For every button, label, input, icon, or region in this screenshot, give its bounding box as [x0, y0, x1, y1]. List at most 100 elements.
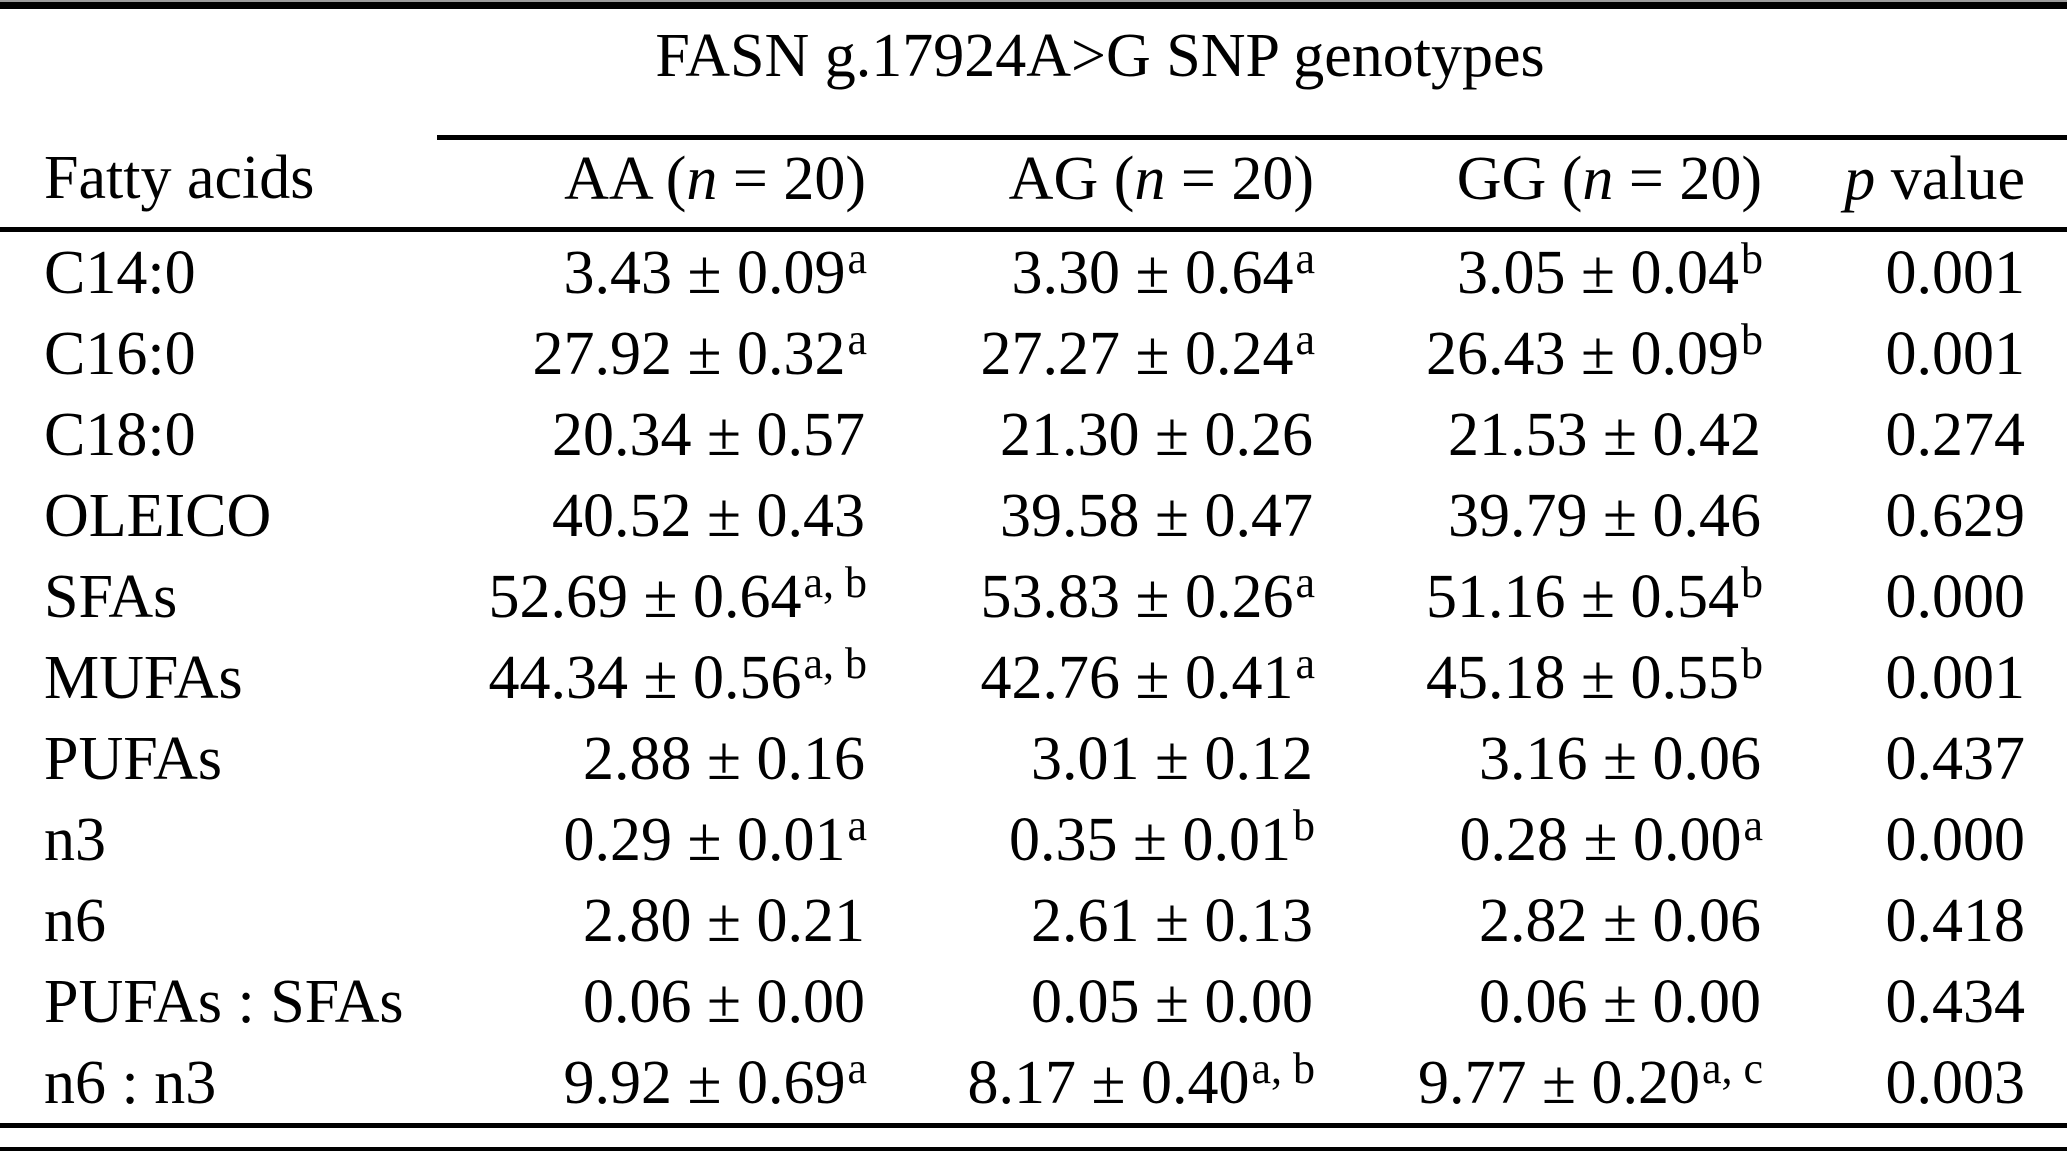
column-header-p-post: value [1875, 145, 2026, 213]
aa-value: 40.52 ± 0.43 [551, 481, 865, 550]
aa-value: 2.80 ± 0.21 [582, 886, 865, 955]
column-header-aa-post: = 20) [717, 145, 866, 213]
aa-value: 52.69 ± 0.64 [488, 562, 802, 631]
fatty-acid-label: n6 : n3 [44, 1048, 217, 1117]
fatty-acid-cell: n3 [0, 799, 437, 880]
column-header-aa-pre: AA ( [564, 145, 687, 213]
aa-superscript: a [847, 1043, 867, 1093]
column-header-gg-post: = 20) [1613, 145, 1763, 213]
gg-value: 45.18 ± 0.55 [1426, 643, 1740, 712]
ag-value: 3.30 ± 0.64 [1011, 238, 1294, 307]
ag-value: 0.05 ± 0.00 [1030, 967, 1313, 1036]
table-row: C14:0 3.43 ± 0.09a 3.30 ± 0.64a 3.05 ± 0… [0, 230, 2067, 314]
ag-value-cell: 27.27 ± 0.24a [867, 313, 1315, 394]
column-header-gg: GG (n = 20) [1315, 137, 1764, 232]
p-value-cell: 0.434 [1763, 961, 2067, 1042]
ag-superscript: a [1295, 314, 1315, 364]
gg-value: 21.53 ± 0.42 [1448, 400, 1762, 469]
gg-value: 26.43 ± 0.09 [1426, 319, 1740, 388]
ag-superscript: a [1295, 233, 1315, 283]
aa-value: 20.34 ± 0.57 [551, 400, 865, 469]
table-row: n3 0.29 ± 0.01a 0.35 ± 0.01b 0.28 ± 0.00… [0, 799, 2067, 880]
p-value-cell: 0.418 [1763, 880, 2067, 961]
ag-value-cell: 0.35 ± 0.01b [867, 799, 1315, 880]
column-header-gg-pre: GG ( [1456, 145, 1583, 213]
gg-value: 0.28 ± 0.00 [1459, 805, 1742, 874]
table-row: PUFAs 2.88 ± 0.16 3.01 ± 0.12 3.16 ± 0.0… [0, 718, 2067, 799]
p-value: 0.437 [1885, 724, 2026, 793]
fatty-acid-cell: n6 [0, 880, 437, 961]
fatty-acid-label: PUFAs : SFAs [44, 967, 404, 1036]
ag-value-cell: 3.30 ± 0.64a [867, 230, 1315, 314]
ag-superscript: b [1293, 800, 1315, 850]
ag-superscript: a, b [1251, 1043, 1315, 1093]
fatty-acid-label: C18:0 [44, 400, 196, 469]
fatty-acids-genotype-table: FASN g.17924A>G SNP genotypes Fatty acid… [0, 2, 2067, 1128]
ag-value-cell: 42.76 ± 0.41a [867, 637, 1315, 718]
aa-superscript: a [847, 233, 867, 283]
gg-value: 9.77 ± 0.20 [1417, 1048, 1700, 1117]
aa-value-cell: 3.43 ± 0.09a [437, 230, 867, 314]
gg-superscript: a, c [1701, 1043, 1764, 1093]
aa-value: 27.92 ± 0.32 [532, 319, 846, 388]
aa-value-cell: 9.92 ± 0.69a [437, 1042, 867, 1126]
ag-value-cell: 8.17 ± 0.40a, b [867, 1042, 1315, 1126]
p-value: 0.000 [1885, 805, 2026, 874]
p-value: 0.629 [1885, 481, 2026, 550]
ag-value-cell: 2.61 ± 0.13 [867, 880, 1315, 961]
p-value-cell: 0.000 [1763, 799, 2067, 880]
ag-value-cell: 39.58 ± 0.47 [867, 475, 1315, 556]
aa-value-cell: 27.92 ± 0.32a [437, 313, 867, 394]
ag-value: 21.30 ± 0.26 [999, 400, 1313, 469]
column-header-fatty-acids: Fatty acids [0, 137, 437, 232]
column-header-aa: AA (n = 20) [437, 137, 867, 232]
fatty-acid-cell: n6 : n3 [0, 1042, 437, 1126]
spanner-header: FASN g.17924A>G SNP genotypes [437, 5, 1764, 140]
ag-value: 53.83 ± 0.26 [980, 562, 1294, 631]
aa-value: 0.06 ± 0.00 [582, 967, 865, 1036]
gg-value-cell: 0.06 ± 0.00 [1315, 961, 1763, 1042]
gg-value-cell: 51.16 ± 0.54b [1315, 556, 1763, 637]
p-value-cell: 0.001 [1763, 637, 2067, 718]
table-row: n6 2.80 ± 0.21 2.61 ± 0.13 2.82 ± 0.06 0… [0, 880, 2067, 961]
gg-value: 0.06 ± 0.00 [1479, 967, 1762, 1036]
aa-value-cell: 52.69 ± 0.64a, b [437, 556, 867, 637]
fatty-acid-cell: C18:0 [0, 394, 437, 475]
fatty-acid-label: MUFAs [44, 643, 243, 712]
table-row: n6 : n3 9.92 ± 0.69a 8.17 ± 0.40a, b 9.7… [0, 1042, 2067, 1126]
gg-value-cell: 9.77 ± 0.20a, c [1315, 1042, 1763, 1126]
gg-value-cell: 26.43 ± 0.09b [1315, 313, 1763, 394]
ag-value: 3.01 ± 0.12 [1030, 724, 1313, 793]
p-value: 0.000 [1885, 562, 2026, 631]
aa-value-cell: 0.06 ± 0.00 [437, 961, 867, 1042]
column-header-gg-n: n [1582, 145, 1614, 213]
p-value: 0.001 [1885, 643, 2026, 712]
aa-value-cell: 20.34 ± 0.57 [437, 394, 867, 475]
gg-value: 3.16 ± 0.06 [1479, 724, 1762, 793]
table-row: PUFAs : SFAs 0.06 ± 0.00 0.05 ± 0.00 0.0… [0, 961, 2067, 1042]
table-row: OLEICO 40.52 ± 0.43 39.58 ± 0.47 39.79 ±… [0, 475, 2067, 556]
p-value-cell: 0.274 [1763, 394, 2067, 475]
ag-value: 42.76 ± 0.41 [980, 643, 1294, 712]
aa-superscript: a [847, 800, 867, 850]
column-header-row: Fatty acids AA (n = 20) AG (n = 20) GG (… [0, 137, 2067, 232]
fatty-acid-label: C16:0 [44, 319, 196, 388]
gg-value-cell: 3.16 ± 0.06 [1315, 718, 1763, 799]
gg-value: 51.16 ± 0.54 [1426, 562, 1740, 631]
column-header-p-italic: p [1844, 145, 1876, 213]
fatty-acid-label: OLEICO [44, 481, 272, 550]
p-value: 0.418 [1885, 886, 2026, 955]
column-header-ag-post: = 20) [1165, 145, 1314, 213]
p-value: 0.274 [1885, 400, 2026, 469]
p-value-cell: 0.003 [1763, 1042, 2067, 1126]
ag-superscript: a [1295, 638, 1315, 688]
fatty-acid-cell: SFAs [0, 556, 437, 637]
gg-value: 2.82 ± 0.06 [1479, 886, 1762, 955]
ag-value: 2.61 ± 0.13 [1030, 886, 1313, 955]
aa-value-cell: 2.88 ± 0.16 [437, 718, 867, 799]
table-row: SFAs 52.69 ± 0.64a, b 53.83 ± 0.26a 51.1… [0, 556, 2067, 637]
fatty-acid-cell: PUFAs : SFAs [0, 961, 437, 1042]
gg-value-cell: 3.05 ± 0.04b [1315, 230, 1763, 314]
aa-value-cell: 44.34 ± 0.56a, b [437, 637, 867, 718]
aa-superscript: a, b [803, 638, 867, 688]
